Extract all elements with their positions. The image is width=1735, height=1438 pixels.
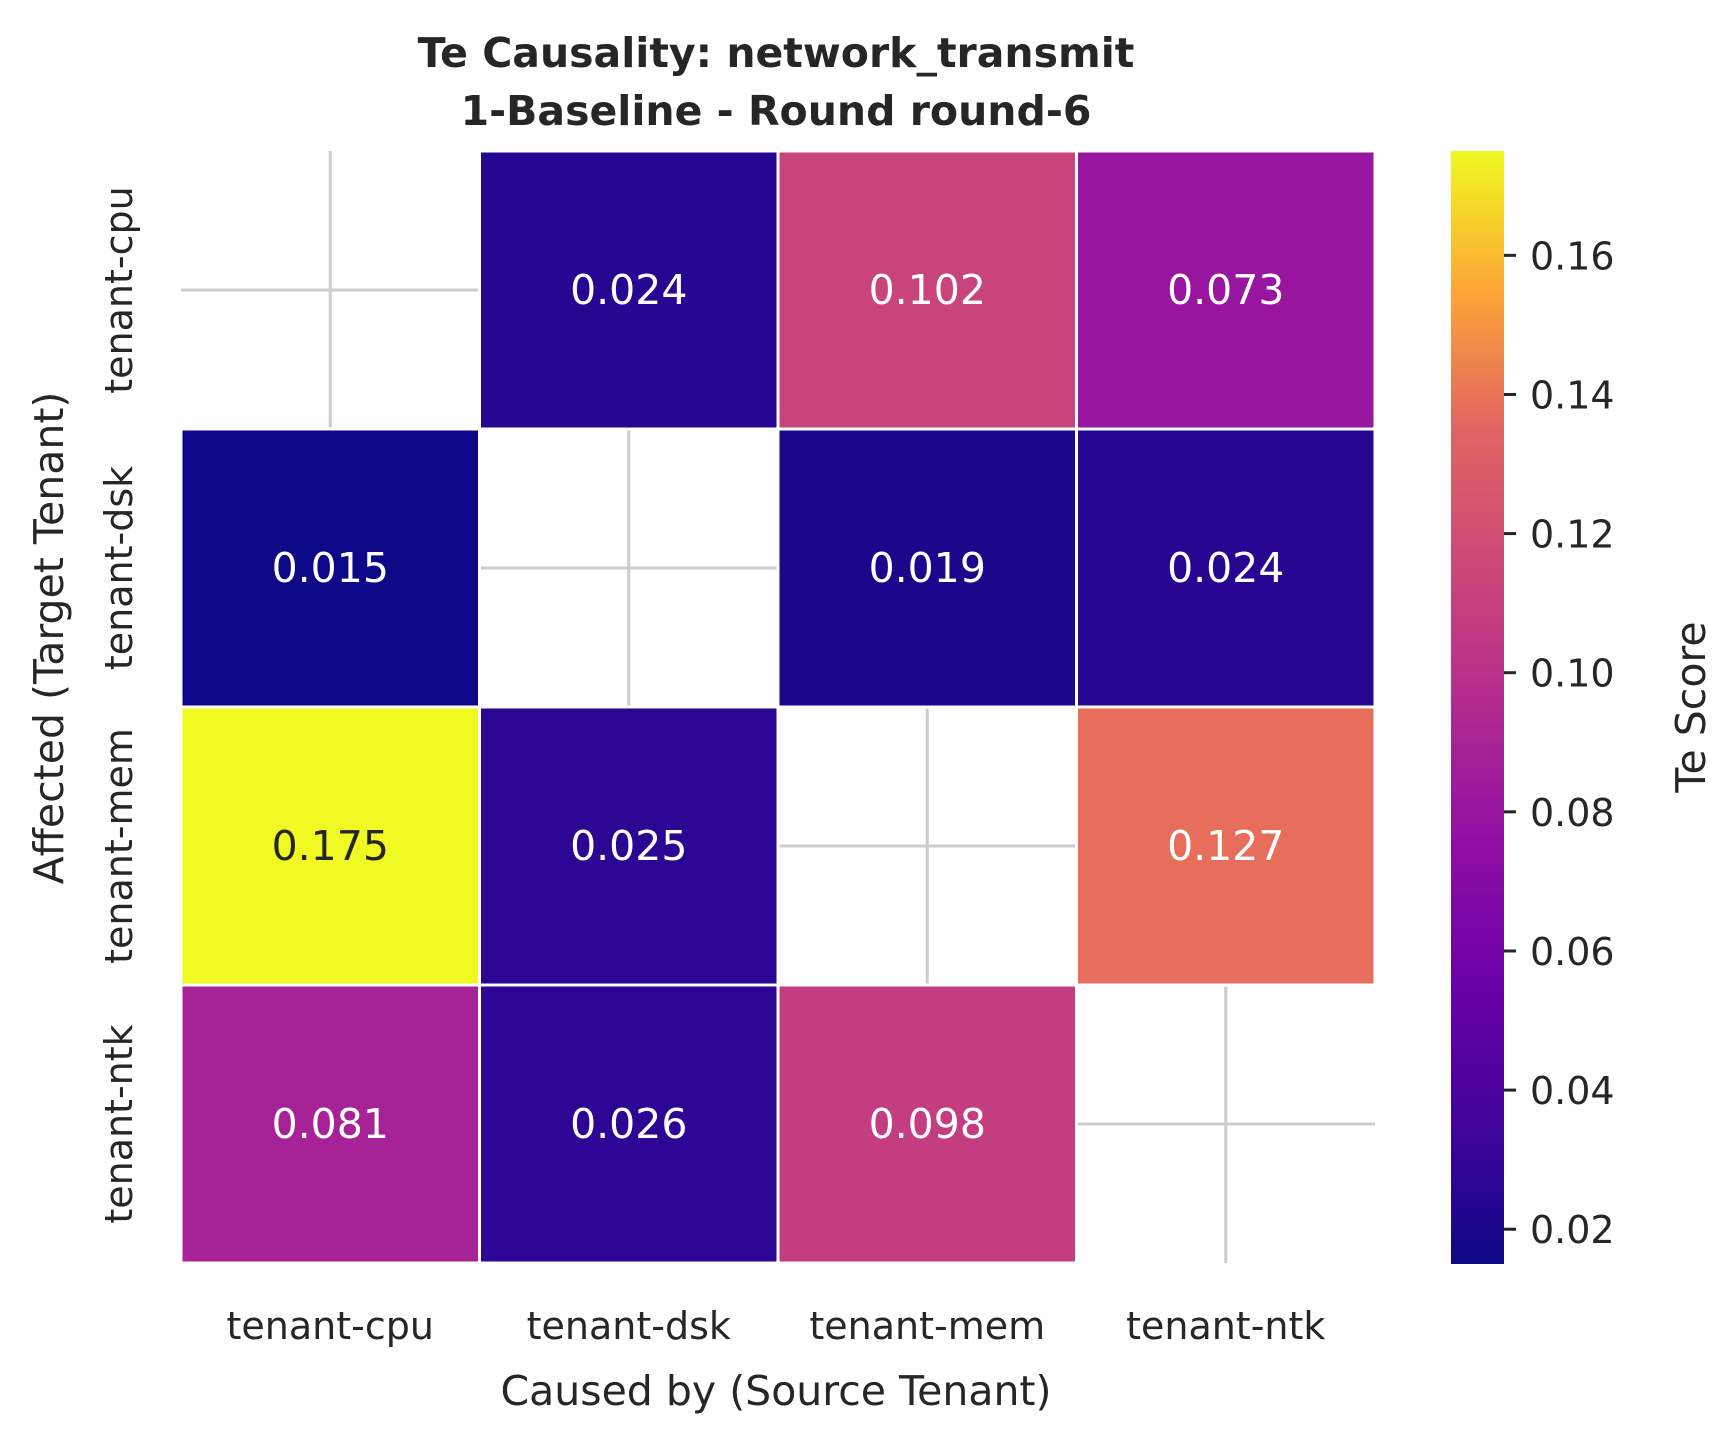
colorbar-tick-label: 0.08: [1530, 791, 1615, 835]
colorbar-ticks: 0.02 0.04 0.06 0.08 0.10 0.12 0.14 0.16: [1504, 234, 1615, 1252]
heatmap-cell: [478, 705, 780, 987]
cell-value-label: 0.081: [272, 1100, 389, 1148]
cell-value-label: 0.127: [1167, 822, 1284, 870]
colorbar-label: Te Score: [1667, 621, 1715, 793]
colorbar-tick-label: 0.10: [1530, 652, 1615, 696]
x-tick-label: tenant-dsk: [527, 1304, 731, 1348]
x-axis-label: Caused by (Source Tenant): [500, 1367, 1051, 1415]
cell-value-labels: 0.024 0.102 0.073 0.015 0.019 0.024 0.175 0.025…: [272, 266, 1285, 1148]
y-axis-label: Affected (Target Tenant): [25, 392, 73, 885]
heatmap-cell: [776, 983, 1078, 1265]
y-tick-label: tenant-cpu: [97, 186, 141, 393]
x-tick-label: tenant-ntk: [1126, 1304, 1325, 1348]
cell-value-label: 0.025: [570, 822, 687, 870]
y-tick-labels: tenant-cpu tenant-dsk tenant-mem tenant-ntk: [97, 186, 141, 1223]
heatmap-cell: [179, 705, 481, 987]
colorbar-tick-label: 0.16: [1530, 234, 1615, 278]
colorbar-tick-label: 0.06: [1530, 930, 1615, 974]
x-tick-label: tenant-mem: [809, 1304, 1045, 1348]
cell-value-label: 0.175: [272, 822, 389, 870]
cell-value-label: 0.015: [272, 544, 389, 592]
cell-value-label: 0.024: [1167, 544, 1284, 592]
colorbar-tick-label: 0.12: [1530, 513, 1615, 557]
chart-title: Te Causality: network_transmit: [418, 29, 1135, 77]
colorbar-tick-label: 0.14: [1530, 373, 1615, 417]
heatmap-cells: [179, 149, 1377, 1265]
colorbar-tick-label: 0.02: [1530, 1208, 1615, 1252]
cell-value-label: 0.098: [869, 1100, 986, 1148]
y-tick-label: tenant-dsk: [97, 466, 141, 670]
chart-subtitle: 1-Baseline - Round round-6: [461, 87, 1092, 135]
cell-value-label: 0.102: [869, 266, 986, 314]
x-tick-labels: tenant-cpu tenant-dsk tenant-mem tenant-ntk: [227, 1304, 1326, 1348]
cell-value-label: 0.073: [1167, 266, 1284, 314]
heatmap-cell: [1075, 149, 1377, 431]
cell-value-label: 0.026: [570, 1100, 687, 1148]
heatmap-cell: [478, 983, 780, 1265]
cell-value-label: 0.024: [570, 266, 687, 314]
heatmap-cell: [478, 149, 780, 431]
heatmap-cell: [1075, 427, 1377, 709]
heatmap-cell: [179, 427, 481, 709]
heatmap-cell: [776, 149, 1078, 431]
heatmap-cell: [1075, 705, 1377, 987]
y-tick-label: tenant-mem: [97, 728, 141, 964]
colorbar-tick-label: 0.04: [1530, 1069, 1615, 1113]
colorbar: [1451, 151, 1504, 1264]
x-tick-label: tenant-cpu: [227, 1304, 434, 1348]
y-tick-label: tenant-ntk: [97, 1024, 141, 1223]
cell-value-label: 0.019: [869, 544, 986, 592]
